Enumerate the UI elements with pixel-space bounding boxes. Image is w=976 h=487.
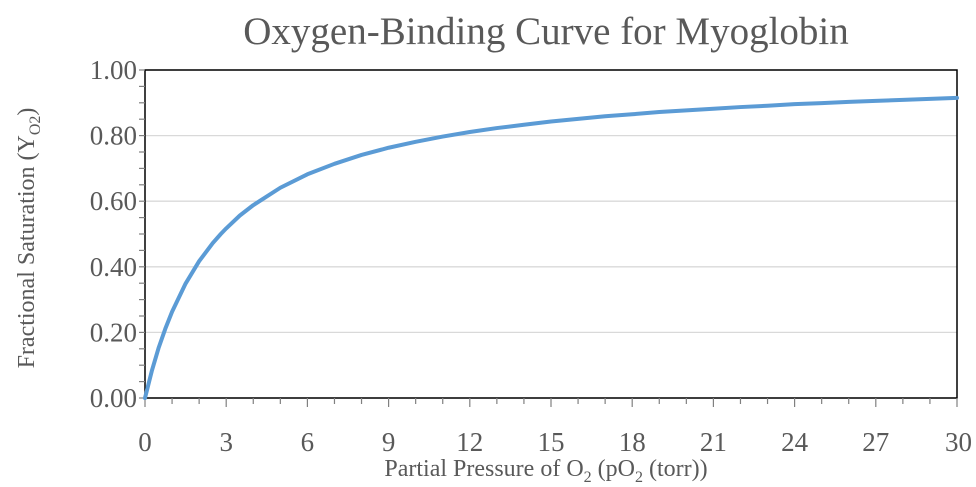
x-tick-label: 27 [862, 427, 889, 457]
x-tick-label: 24 [781, 427, 809, 457]
y-tick-label: 0.40 [90, 252, 137, 282]
chart-title: Oxygen-Binding Curve for Myoglobin [243, 10, 849, 53]
x-tick-label: 9 [382, 427, 396, 457]
y-tick-labels: 0.00 0.20 0.40 0.60 0.80 1.00 [90, 55, 137, 413]
x-tick-label: 0 [138, 427, 152, 457]
series-layer [143, 95, 959, 400]
series-line-0 [143, 95, 959, 400]
x-tick-label: 6 [301, 427, 315, 457]
plot-frame [144, 69, 958, 399]
x-tick-label: 12 [456, 427, 483, 457]
y-tick-label: 0.80 [90, 121, 137, 151]
x-tick-labels: 0 3 6 9 12 15 18 21 24 27 30 [138, 427, 972, 457]
y-axis-label: Fractional Saturation (YO2) [14, 108, 44, 369]
x-tick-label: 3 [219, 427, 233, 457]
y-tick-label: 0.20 [90, 317, 137, 347]
gridlines [145, 69, 957, 399]
x-axis-label: Partial Pressure of O2 (pO2 (torr)) [384, 456, 707, 486]
y-tick-label: 1.00 [90, 55, 137, 85]
plot-area-border [144, 69, 958, 399]
y-tick-label: 0.00 [90, 383, 137, 413]
x-tick-label: 30 [945, 427, 972, 457]
x-tick-label: 18 [619, 427, 646, 457]
y-tick-label: 0.60 [90, 186, 137, 216]
x-tick-label: 15 [538, 427, 565, 457]
x-tick-label: 21 [700, 427, 727, 457]
